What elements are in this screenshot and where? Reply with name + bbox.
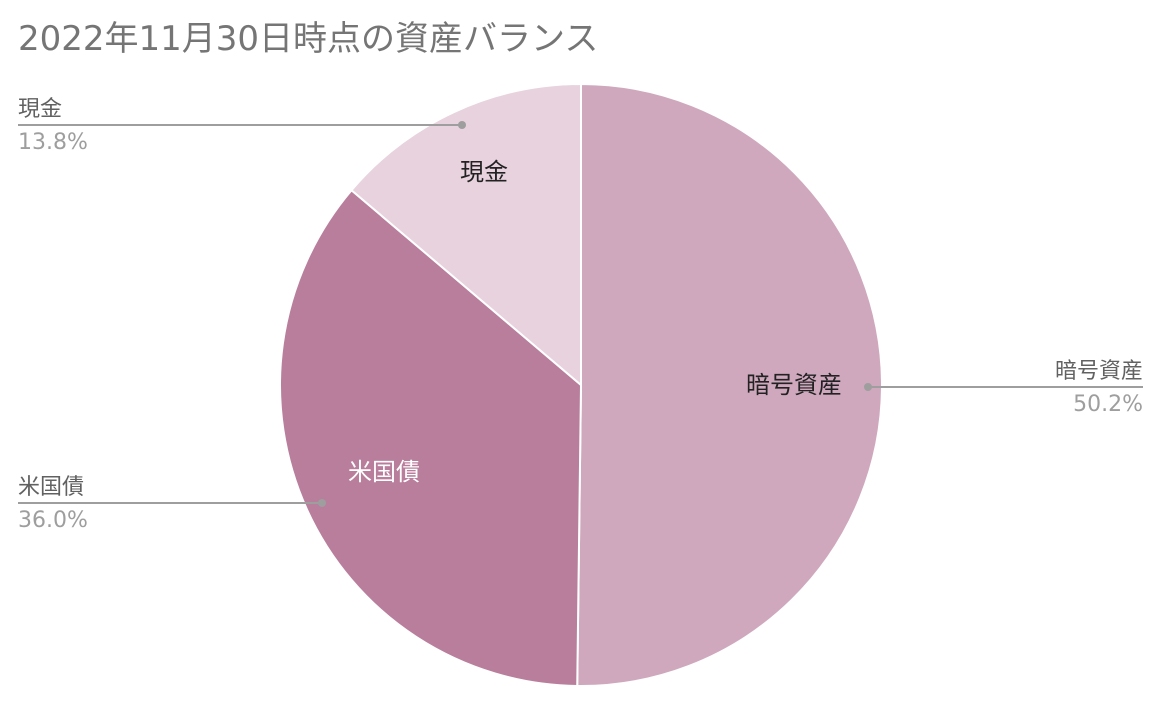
legend-leader-dot-2 xyxy=(458,121,466,129)
legend-percent-0: 50.2% xyxy=(1073,392,1143,417)
chart-title: 2022年11月30日時点の資産バランス xyxy=(18,19,598,59)
legend-percent-2: 13.8% xyxy=(18,130,88,155)
pie-slice-inner-label-0: 暗号資産 xyxy=(746,371,842,399)
pie-slice-inner-label-1: 米国債 xyxy=(348,458,420,486)
pie-slices xyxy=(279,82,884,687)
pie-slice-inner-label-2: 現金 xyxy=(460,158,508,186)
pie-legend: 暗号資産 50.2% 米国債 36.0% 現金 13.8% xyxy=(18,97,1143,533)
legend-percent-1: 36.0% xyxy=(18,508,88,533)
legend-name-1: 米国債 xyxy=(18,475,84,500)
legend-name-0: 暗号資産 xyxy=(1055,359,1143,384)
legend-leader-dot-0 xyxy=(864,383,872,391)
legend-leader-dot-1 xyxy=(318,499,326,507)
pie-slice-2 xyxy=(350,82,582,388)
legend-name-2: 現金 xyxy=(18,97,62,122)
pie-slice-1 xyxy=(279,188,583,687)
